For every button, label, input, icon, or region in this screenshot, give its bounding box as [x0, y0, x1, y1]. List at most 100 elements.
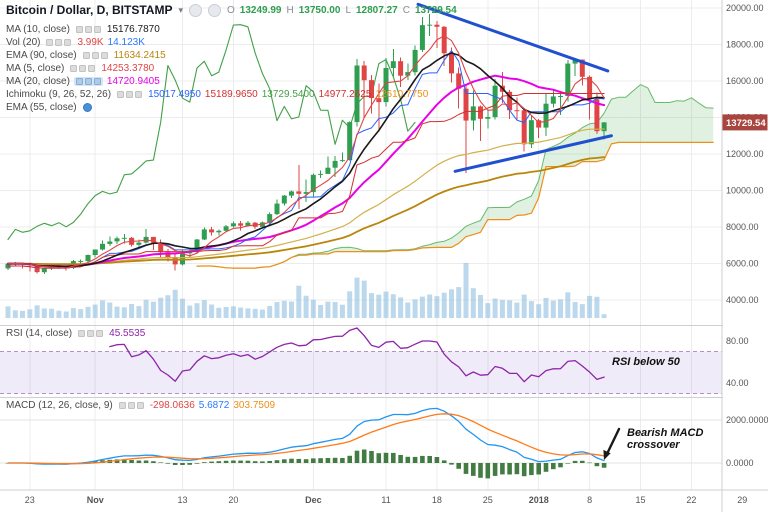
- indicator-controls: [117, 401, 146, 410]
- ohlc-value: 13750.00: [298, 4, 341, 16]
- annotation-line-2: crossover: [627, 439, 680, 451]
- indicator-value: -298.0636: [149, 400, 195, 411]
- annotation-arrow-layer[interactable]: [603, 427, 621, 460]
- trend-channel-drawing[interactable]: [416, 2, 613, 173]
- legend-row-rsi[interactable]: RSI (14, close) 45.5535: [6, 328, 145, 339]
- svg-text:40.00: 40.00: [726, 378, 749, 388]
- chevron-down-icon[interactable]: ▾: [178, 4, 183, 15]
- svg-text:11: 11: [381, 495, 390, 505]
- eye-icon[interactable]: [75, 26, 83, 33]
- trendline[interactable]: [416, 2, 610, 73]
- legend-row-ichimoku[interactable]: Ichimoku (9, 26, 52, 26) 15017.4950 15189.…: [6, 89, 428, 100]
- indicator-value: 15189.9650: [204, 89, 258, 100]
- svg-text:80.00: 80.00: [726, 336, 749, 346]
- indicator-value: 3.99K: [77, 37, 104, 48]
- svg-text:20: 20: [228, 495, 238, 505]
- settings-icon[interactable]: [91, 52, 99, 59]
- legend-row-ema-55[interactable]: EMA (55, close): [6, 102, 428, 113]
- eye-icon[interactable]: [75, 78, 83, 85]
- indicator-controls: [73, 77, 103, 86]
- annotation-rsi-below-50[interactable]: RSI below 50: [612, 356, 680, 368]
- indicator-label: MA (20, close): [6, 76, 70, 87]
- indicator-controls: [81, 102, 94, 113]
- eye-icon[interactable]: [46, 39, 54, 46]
- close-icon[interactable]: [135, 91, 143, 98]
- ohlc-value: 13249.99: [239, 4, 282, 16]
- indicator-legend: MA (10, close) 15176.7870 Vol (20) 3.99K 14.…: [6, 24, 428, 113]
- rsi-pane: [0, 327, 722, 394]
- annotation-line-1: Bearish MACD: [627, 427, 704, 439]
- indicator-value: 13729.5400: [261, 89, 315, 100]
- settings-icon[interactable]: [79, 65, 87, 72]
- symbol-title[interactable]: Bitcoin / Dollar, D, BITSTAMP: [6, 3, 173, 17]
- svg-text:10000.00: 10000.00: [726, 186, 764, 196]
- last-price-badge[interactable]: [722, 114, 768, 131]
- legend-row-ma-5[interactable]: MA (5, close) 14253.3780: [6, 63, 428, 74]
- eye-icon[interactable]: [82, 52, 90, 59]
- ohlc-letter: H: [286, 4, 294, 16]
- main-pane: [5, 14, 714, 318]
- indicator-label: MA (10, close): [6, 24, 70, 35]
- indicator-label: Ichimoku (9, 26, 52, 26): [6, 89, 112, 100]
- ohlc-value: 12807.27: [356, 4, 398, 16]
- annotation-bearish-macd-crossover[interactable]: Bearish MACD crossover: [627, 427, 703, 451]
- indicator-label: Vol (20): [6, 37, 41, 48]
- svg-text:Nov: Nov: [87, 495, 104, 505]
- price-scale[interactable]: 20000.0018000.0016000.0014000.0012000.00…: [721, 0, 768, 512]
- indicator-controls: [68, 64, 97, 73]
- svg-text:15: 15: [635, 495, 645, 505]
- eye-icon[interactable]: [78, 330, 86, 337]
- indicator-controls: [115, 90, 144, 99]
- close-icon[interactable]: [93, 26, 101, 33]
- ohlc-letter: O: [226, 4, 235, 16]
- svg-text:12000.00: 12000.00: [726, 149, 764, 159]
- indicator-label: EMA (90, close): [6, 50, 77, 61]
- eye-icon[interactable]: [118, 402, 126, 409]
- close-icon[interactable]: [93, 78, 101, 85]
- settings-icon[interactable]: [84, 78, 92, 85]
- svg-text:Dec: Dec: [305, 495, 322, 505]
- trendline[interactable]: [453, 134, 613, 173]
- close-icon[interactable]: [88, 65, 96, 72]
- compare-icon[interactable]: [188, 3, 202, 17]
- legend-row-ema-90[interactable]: EMA (90, close) 11634.2415: [6, 50, 428, 61]
- legend-row-macd[interactable]: MACD (12, 26, close, 9) -298.0636 5.6872 30…: [6, 400, 275, 411]
- ohlc-letter: L: [345, 4, 351, 16]
- legend-row-ma-10[interactable]: MA (10, close) 15176.7870: [6, 24, 428, 35]
- rsi-legend: RSI (14, close) 45.5535: [6, 328, 145, 339]
- settings-icon[interactable]: [87, 330, 95, 337]
- indicator-value: 14.123K: [107, 37, 145, 48]
- eye-icon[interactable]: [70, 65, 78, 72]
- macd-legend: MACD (12, 26, close, 9) -298.0636 5.6872 30…: [6, 400, 275, 411]
- indicator-value: 14977.2625: [318, 89, 372, 100]
- chart-header: Bitcoin / Dollar, D, BITSTAMP ▾ O 13249.9…: [6, 3, 457, 17]
- macd-pane: [0, 407, 722, 479]
- indicator-label: RSI (14, close): [6, 328, 73, 339]
- close-icon[interactable]: [96, 330, 104, 337]
- svg-text:22: 22: [686, 495, 696, 505]
- legend-row-vol-20[interactable]: Vol (20) 3.99K 14.123K: [6, 37, 428, 48]
- svg-text:18: 18: [432, 495, 442, 505]
- settings-icon[interactable]: [126, 91, 134, 98]
- svg-text:8: 8: [587, 495, 592, 505]
- settings-icon[interactable]: [127, 402, 135, 409]
- close-icon[interactable]: [64, 39, 72, 46]
- ohlc-values: O 13249.99 H 13750.00 L 12807.27 C 13729.54: [227, 5, 457, 16]
- close-icon[interactable]: [100, 52, 108, 59]
- close-icon[interactable]: [136, 402, 144, 409]
- eye-icon[interactable]: [82, 103, 92, 112]
- indicator-controls: [44, 38, 73, 47]
- indicator-value: 15017.4950: [148, 89, 201, 100]
- settings-icon[interactable]: [55, 39, 63, 46]
- indicator-label: MA (5, close): [6, 63, 65, 74]
- ohlc-value: 13729.54: [414, 4, 457, 16]
- legend-row-ma-20[interactable]: MA (20, close) 14720.9405: [6, 76, 428, 87]
- settings-icon[interactable]: [207, 3, 221, 17]
- time-axis[interactable]: 23 Nov 13 20 Dec 11 18 25 2018 8 15 22 29: [0, 489, 768, 505]
- svg-text:18000.00: 18000.00: [726, 40, 764, 50]
- settings-icon[interactable]: [84, 26, 92, 33]
- eye-icon[interactable]: [117, 91, 125, 98]
- indicator-controls: [76, 329, 105, 338]
- indicator-value: 11634.2415: [113, 50, 166, 61]
